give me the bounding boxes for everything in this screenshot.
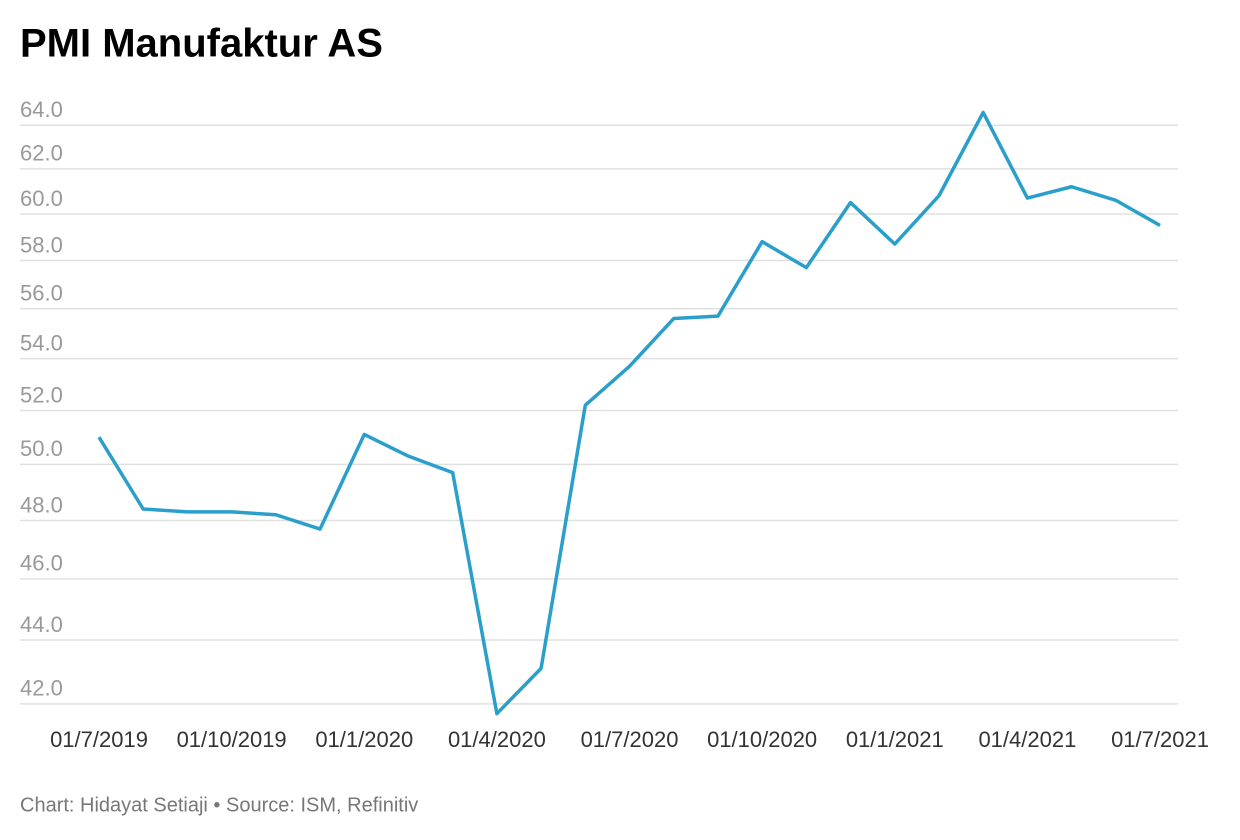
line xyxy=(97,110,1161,716)
y-tick-label: 44.0 xyxy=(20,612,63,637)
y-tick-label: 48.0 xyxy=(20,492,63,517)
x-tick-label: 01/1/2021 xyxy=(846,727,944,752)
y-tick-label: 56.0 xyxy=(20,281,63,306)
y-tick-label: 46.0 xyxy=(20,551,63,576)
chart-title: PMI Manufaktur AS xyxy=(20,22,383,66)
y-tick-label: 60.0 xyxy=(20,186,63,211)
y-tick-label: 50.0 xyxy=(20,436,63,461)
x-tick-label: 01/7/2021 xyxy=(1111,727,1209,752)
footer: Chart: Hidayat Setiaji • Source: ISM, Re… xyxy=(20,794,418,816)
y-tick-label: 42.0 xyxy=(20,676,63,701)
y-tick-label: 58.0 xyxy=(20,232,63,257)
y-tick-label: 62.0 xyxy=(20,141,63,166)
x-tick-label: 01/1/2020 xyxy=(315,727,413,752)
x-tick-label: 01/10/2020 xyxy=(707,727,817,752)
y-tick-label: 52.0 xyxy=(20,382,63,407)
y-tick-label: 64.0 xyxy=(20,97,63,122)
y-tick-label: 54.0 xyxy=(20,330,63,355)
x-tick-label: 01/4/2021 xyxy=(978,727,1076,752)
x-tick-label: 01/4/2020 xyxy=(448,727,546,752)
x-tick-label: 01/7/2020 xyxy=(581,727,679,752)
x-tick-label: 01/7/2019 xyxy=(50,727,148,752)
x-tick-label: 01/10/2019 xyxy=(177,727,287,752)
